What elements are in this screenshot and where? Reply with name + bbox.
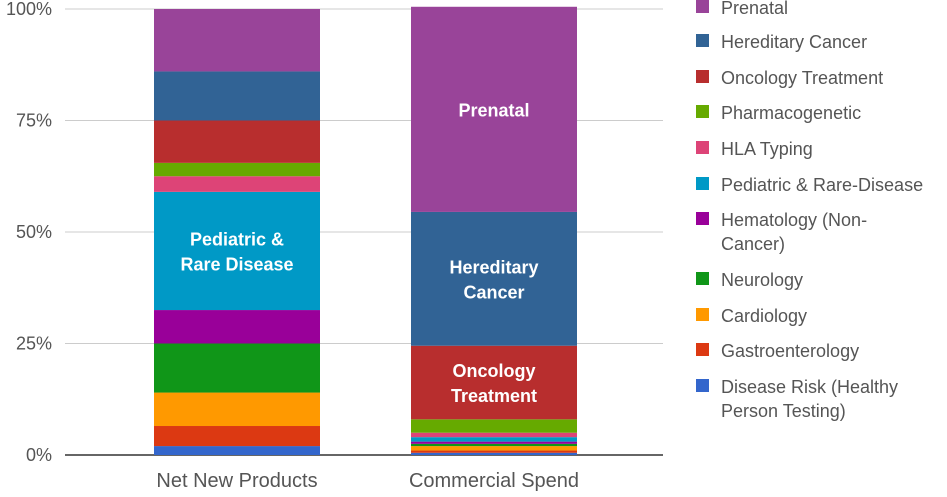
- bar-segment: Neurology: 11: [154, 343, 320, 393]
- legend-item: Hematology (Non- Cancer): [696, 208, 867, 256]
- y-tick-label: 0%: [26, 445, 52, 465]
- legend-label-line: Pediatric & Rare-Disease: [721, 175, 924, 195]
- legend-swatch: [696, 105, 709, 118]
- bar-segment: Cardiology: 7.5: [154, 392, 320, 427]
- bar-data-label: Cancer: [463, 282, 524, 302]
- bar-segment: HLA Typing: 3.5: [154, 176, 320, 192]
- legend-label-line: Hematology (Non-: [721, 210, 868, 230]
- bar-segment: Neurology: 0.5: [411, 443, 577, 447]
- legend-label-line: Hereditary Cancer: [721, 32, 868, 52]
- legend-label: Pediatric & Rare-Disease: [721, 173, 923, 197]
- y-tick-label: 50%: [16, 222, 52, 242]
- legend-item: Prenatal: [696, 0, 788, 20]
- legend-label: Neurology: [721, 268, 803, 292]
- bar-data-label: Oncology: [452, 361, 535, 381]
- legend-item: Oncology Treatment: [696, 66, 883, 90]
- legend-swatch: [696, 272, 709, 285]
- x-tick-label: Commercial Spend: [409, 470, 579, 492]
- bar-segment: Hereditary Cancer: 30: [411, 211, 577, 346]
- legend-item: HLA Typing: [696, 137, 813, 161]
- y-tick-label: 100%: [6, 0, 52, 19]
- legend-item: Pharmacogenetic: [696, 101, 861, 125]
- legend-swatch: [696, 177, 709, 190]
- y-tick-label: 75%: [16, 111, 52, 131]
- legend-item: Neurology: [696, 268, 803, 292]
- bar-segment: Disease Risk (Healthy Person Testing): 2: [154, 446, 320, 455]
- legend-label-line: Prenatal: [721, 0, 789, 18]
- bar-segment: Cardiology: 1: [411, 446, 577, 451]
- bar-segment: Pediatric & Rare-Disease: 26.5: [154, 191, 320, 311]
- legend-label: Pharmacogenetic: [721, 101, 861, 125]
- legend-label-line: Cardiology: [721, 306, 808, 326]
- legend-swatch: [696, 0, 709, 13]
- legend-label-line: Cancer): [721, 234, 786, 254]
- bar-segment: Gastroenterology: 0.5: [411, 450, 577, 453]
- legend-label: Hereditary Cancer: [721, 30, 867, 54]
- bar-data-label: Treatment: [451, 386, 537, 406]
- legend-item: Disease Risk (Healthy Person Testing): [696, 375, 898, 423]
- legend-swatch: [696, 34, 709, 47]
- legend-item: Pediatric & Rare-Disease: [696, 173, 923, 197]
- legend-item: Cardiology: [696, 304, 807, 328]
- legend-swatch: [696, 379, 709, 392]
- legend-item: Gastroenterology: [696, 339, 859, 363]
- bar-segment: Pharmacogenetic: 3: [154, 162, 320, 177]
- legend-label-line: Pharmacogenetic: [721, 103, 862, 123]
- bar-segment: HLA Typing: 1: [411, 432, 577, 438]
- bar-segment: Oncology Treatment: 9.5: [154, 120, 320, 163]
- legend-label: Gastroenterology: [721, 339, 859, 363]
- legend-swatch: [696, 141, 709, 154]
- bar-data-label: Prenatal: [458, 100, 529, 120]
- legend-label: HLA Typing: [721, 137, 813, 161]
- bar-segment: Prenatal: 46: [411, 6, 577, 212]
- legend-item: Hereditary Cancer: [696, 30, 867, 54]
- legend-label: Cardiology: [721, 304, 807, 328]
- bar-segment: Gastroenterology: 4.5: [154, 426, 320, 447]
- x-tick-label: Net New Products: [156, 470, 317, 492]
- legend-label: Oncology Treatment: [721, 66, 883, 90]
- legend-swatch: [696, 343, 709, 356]
- legend-label-line: Neurology: [721, 270, 804, 290]
- legend-label: Hematology (Non- Cancer): [721, 208, 867, 256]
- legend-swatch: [696, 308, 709, 321]
- bar-segment: Pediatric & Rare-Disease: 1: [411, 437, 577, 442]
- legend-label-line: Disease Risk (Healthy: [721, 377, 899, 397]
- legend-swatch: [696, 70, 709, 83]
- bar-data-label: Hereditary: [449, 257, 538, 277]
- bar-data-label: Rare Disease: [180, 254, 293, 274]
- bar-segment: Hematology (Non-Cancer): 0.5: [411, 441, 577, 444]
- bar-segment: Hematology (Non-Cancer): 7.5: [154, 310, 320, 344]
- bar-segment: Pharmacogenetic: 3: [411, 419, 577, 433]
- y-tick-label: 25%: [16, 334, 52, 354]
- legend-label-line: Gastroenterology: [721, 341, 860, 361]
- legend-swatch: [696, 212, 709, 225]
- bar-segment: Oncology Treatment: 16.5: [411, 345, 577, 420]
- bar-data-label: Pediatric &: [190, 229, 284, 249]
- bar-segment: Prenatal: 14: [154, 9, 320, 72]
- legend-label: Disease Risk (Healthy Person Testing): [721, 375, 898, 423]
- legend-label-line: Oncology Treatment: [721, 68, 884, 88]
- legend-label-line: Person Testing): [721, 401, 846, 421]
- bar-segment: Hereditary Cancer: 11: [154, 71, 320, 121]
- legend-label-line: HLA Typing: [721, 139, 813, 159]
- bar-segment: Disease Risk (Healthy Person Testing): 0…: [411, 452, 577, 455]
- legend-label: Prenatal: [721, 0, 788, 20]
